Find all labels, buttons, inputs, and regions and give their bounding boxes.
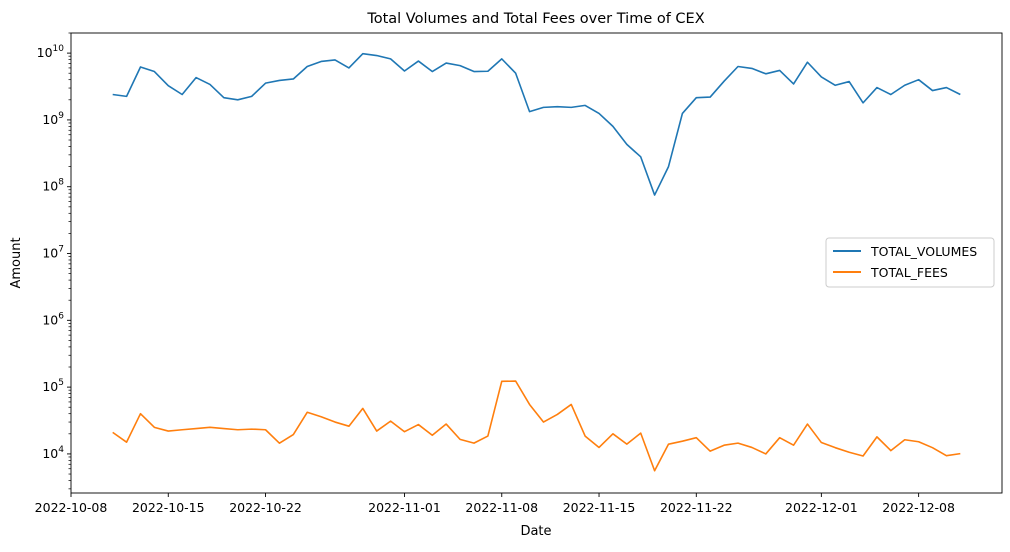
x-tick-label: 2022-11-15 — [563, 500, 636, 515]
plot-area — [70, 32, 1003, 494]
y-tick-label: 107 — [42, 245, 64, 261]
x-tick-label: 2022-11-22 — [660, 500, 733, 515]
series-line-total-volumes — [112, 52, 961, 196]
y-tick-label: 104 — [42, 445, 64, 461]
y-axis-label: Amount — [9, 237, 24, 288]
series-line-total-fees — [112, 380, 961, 472]
x-axis-label: Date — [520, 524, 551, 539]
y-tick-label: 108 — [42, 178, 64, 194]
series-layer — [112, 52, 961, 472]
y-tick-label: 1010 — [37, 44, 65, 60]
x-tick-label: 2022-11-01 — [368, 500, 441, 515]
x-tick-label: 2022-12-01 — [785, 500, 858, 515]
y-tick-label: 106 — [42, 311, 64, 327]
legend: TOTAL_VOLUMES TOTAL_FEES — [825, 237, 995, 288]
y-tick-label: 105 — [42, 378, 64, 394]
x-tick-label: 2022-11-08 — [465, 500, 538, 515]
x-tick-label: 2022-10-15 — [132, 500, 205, 515]
x-tick-label: 2022-10-08 — [35, 500, 108, 515]
legend-label-total-fees: TOTAL_FEES — [870, 265, 948, 280]
x-axis: 2022-10-08 2022-10-15 2022-10-22 2022-11-01… — [35, 493, 955, 515]
legend-label-total-volumes: TOTAL_VOLUMES — [870, 244, 977, 259]
plot-frame — [70, 32, 1003, 494]
y-tick-label: 109 — [42, 111, 64, 127]
x-tick-label: 2022-10-22 — [229, 500, 302, 515]
legend-frame — [825, 237, 995, 288]
y-axis: 104 105 106 107 108 109 1010 — [37, 32, 71, 490]
x-tick-label: 2022-12-08 — [882, 500, 955, 515]
chart-title: Total Volumes and Total Fees over Time o… — [366, 11, 704, 27]
